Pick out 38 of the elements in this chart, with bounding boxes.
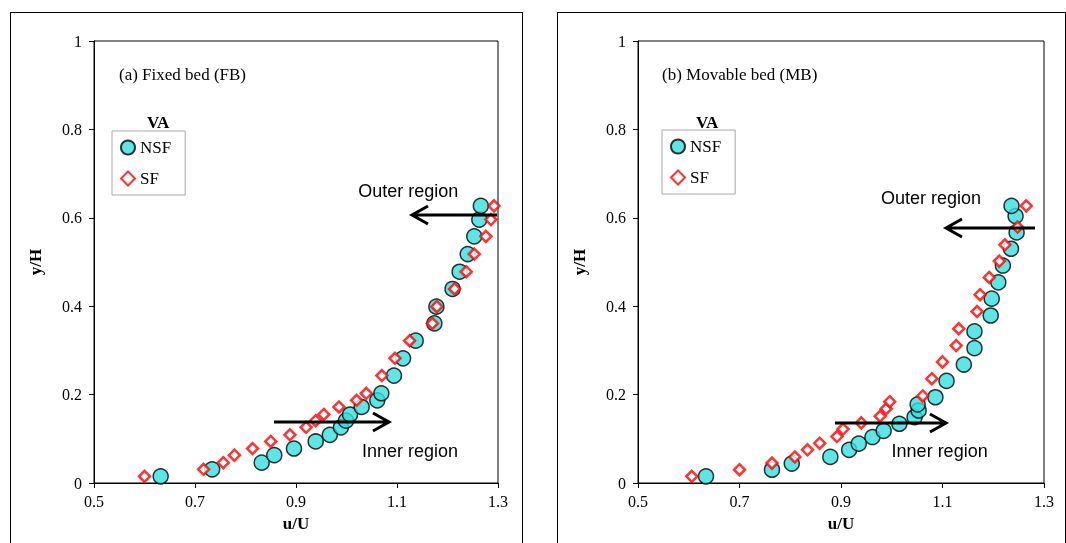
annotation: Outer region xyxy=(880,188,982,208)
x-tick-label: 1.3 xyxy=(1034,492,1054,510)
annotation: Inner region xyxy=(361,441,459,461)
x-tick-label: 1.3 xyxy=(488,492,508,510)
y-axis-title: y/H xyxy=(26,248,45,276)
annotation: Inner region xyxy=(891,440,988,461)
y-tick-label: 0.2 xyxy=(62,386,82,404)
text: (a) Fixed bed (FB) xyxy=(119,65,247,84)
y-tick-label: 0.8 xyxy=(62,120,82,138)
x-tick-label: 0.9 xyxy=(831,492,851,510)
y-tick-label: 0 xyxy=(74,474,82,492)
y-tick-label: 0 xyxy=(618,474,626,492)
y-tick-label: 0.8 xyxy=(606,120,626,138)
y-axis-title: y/H xyxy=(570,248,589,276)
x-axis-title: u/U xyxy=(282,514,310,533)
y-tick-label: 0.4 xyxy=(606,297,626,315)
y-tick-label: 1 xyxy=(618,32,626,50)
x-tick-label: 0.9 xyxy=(286,492,306,510)
text: (b) Movable bed (MB) xyxy=(662,65,818,84)
legend-label: SF xyxy=(140,169,159,188)
x-tick-label: 0.7 xyxy=(729,492,750,510)
legend-label: NSF xyxy=(140,138,172,157)
y-tick-label: 0.4 xyxy=(62,297,82,315)
y-tick-label: 0.2 xyxy=(606,386,626,404)
x-axis-title: u/U xyxy=(827,514,855,533)
y-tick-label: 1 xyxy=(74,32,82,50)
legend-title: VA xyxy=(147,113,171,132)
legend-label: NSF xyxy=(690,137,722,156)
x-tick-label: 0.5 xyxy=(84,492,104,510)
y-tick-label: 0.6 xyxy=(62,209,82,227)
legend-label: SF xyxy=(690,168,709,187)
annotation: Outer region xyxy=(358,180,459,201)
legend-title: VA xyxy=(696,113,720,132)
y-tick-label: 0.6 xyxy=(606,209,626,227)
x-tick-label: 1.1 xyxy=(932,492,953,510)
x-tick-label: 0.7 xyxy=(185,492,205,510)
x-tick-label: 1.1 xyxy=(387,492,407,510)
x-tick-label: 0.5 xyxy=(628,492,648,510)
